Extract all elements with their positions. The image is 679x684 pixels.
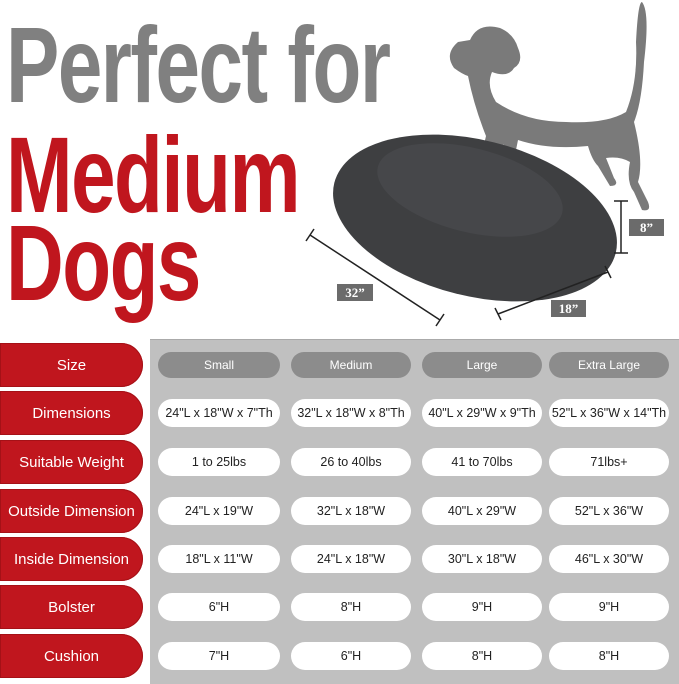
table-cell: 8"H	[422, 642, 542, 670]
row-label-dimensions: Dimensions	[0, 391, 143, 435]
table-cell: 41 to 70lbs	[422, 448, 542, 476]
table-cell: 26 to 40lbs	[291, 448, 411, 476]
table-cell: 46"L x 30"W	[549, 545, 669, 573]
column-header: Extra Large	[549, 352, 669, 378]
table-cell: 24"L x 18"W	[291, 545, 411, 573]
table-cell: 8"H	[549, 642, 669, 670]
table-cell: 6"H	[291, 642, 411, 670]
length-label: 32”	[337, 284, 373, 301]
table-cell: 1 to 25lbs	[158, 448, 280, 476]
row-label-bolster: Bolster	[0, 585, 143, 629]
row-label-outside-dimension: Outside Dimension	[0, 489, 143, 533]
table-cell: 6"H	[158, 593, 280, 621]
table-cell: 32"L x 18"W x 8"Th	[291, 399, 411, 427]
table-cell: 30"L x 18"W	[422, 545, 542, 573]
dog-silhouette-icon	[449, 2, 650, 211]
table-cell: 52"L x 36"W x 14"Th	[549, 399, 669, 427]
row-label-inside-dimension: Inside Dimension	[0, 537, 143, 581]
table-cell: 24"L x 19"W	[158, 497, 280, 525]
table-cell: 40"L x 29"W	[422, 497, 542, 525]
product-illustration	[305, 2, 650, 327]
table-cell: 52"L x 36"W	[549, 497, 669, 525]
headline-line-1: Perfect for	[6, 4, 391, 125]
table-cell: 32"L x 18"W	[291, 497, 411, 525]
table-cell: 7"H	[158, 642, 280, 670]
column-header: Medium	[291, 352, 411, 378]
table-cell: 71lbs+	[549, 448, 669, 476]
table-cell: 40"L x 29"W x 9"Th	[422, 399, 542, 427]
row-label-suitable-weight: Suitable Weight	[0, 440, 143, 484]
row-label-cushion: Cushion	[0, 634, 143, 678]
table-cell: 24"L x 18"W x 7"Th	[158, 399, 280, 427]
table-cell: 8"H	[291, 593, 411, 621]
headline-line-2: Medium	[6, 114, 301, 235]
table-cell: 9"H	[549, 593, 669, 621]
width-label: 18”	[551, 300, 586, 317]
table-cell: 18"L x 11"W	[158, 545, 280, 573]
headline-line-3: Dogs	[6, 202, 201, 323]
table-cell: 9"H	[422, 593, 542, 621]
column-header: Small	[158, 352, 280, 378]
row-label-size: Size	[0, 343, 143, 387]
height-label: 8”	[629, 219, 664, 236]
column-header: Large	[422, 352, 542, 378]
